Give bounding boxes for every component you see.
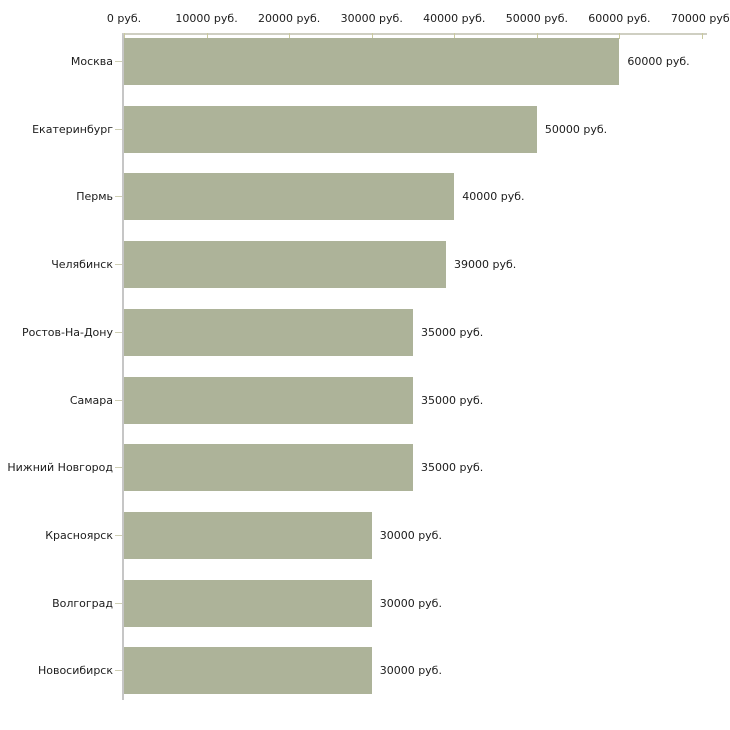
bar-row: Нижний Новгород 35000 руб. (7, 444, 707, 492)
category-label: Пермь (76, 190, 113, 204)
bar-row: Екатеринбург 50000 руб. (32, 105, 707, 153)
bar-row: Ростов-На-Дону 35000 руб. (22, 308, 707, 356)
y-axis-tick (115, 670, 122, 672)
category-label: Новосибирск (37, 664, 113, 678)
category-label: Волгоград (52, 596, 113, 610)
bar (124, 647, 372, 695)
bar (124, 511, 372, 559)
category-label: Челябинск (51, 258, 113, 272)
bar-row: Самара 35000 руб. (70, 376, 707, 424)
y-axis-tick (115, 264, 122, 266)
value-label: 30000 руб. (379, 664, 442, 678)
value-label: 39000 руб. (454, 258, 517, 272)
x-axis-tick-label: 70000 руб. (670, 12, 730, 25)
plot-area: 0 руб. 10000 руб. 20000 руб. 30000 руб. 4000… (7, 12, 730, 700)
category-label: Ростов-На-Дону (21, 325, 113, 339)
bar (124, 241, 447, 289)
bar (124, 38, 620, 85)
x-axis-tick (206, 33, 208, 39)
y-axis-tick (115, 602, 122, 604)
value-label: 35000 руб. (421, 461, 484, 475)
bar-row: Москва 60000 руб. (71, 38, 707, 85)
value-label: 50000 руб. (544, 122, 608, 136)
x-axis-tick-label: 10000 руб. (175, 12, 238, 25)
y-axis-tick (115, 61, 122, 62)
x-axis-tick-label: 20000 руб. (258, 12, 321, 25)
y-axis-tick (115, 196, 122, 198)
value-label: 30000 руб. (379, 596, 442, 610)
y-axis-tick (115, 128, 122, 130)
x-axis-tick-label: 0 руб. (106, 12, 142, 25)
bar (124, 376, 413, 424)
bar (124, 444, 413, 492)
x-axis-tick (702, 33, 703, 39)
bar-row: Челябинск 39000 руб. (51, 241, 707, 289)
bar (124, 105, 537, 153)
bar (124, 308, 413, 356)
y-axis-tick (115, 331, 122, 333)
bar-row: Новосибирск 30000 руб. (38, 647, 707, 695)
bar (124, 173, 455, 221)
y-axis-tick (115, 467, 122, 469)
bar (124, 579, 372, 627)
category-label: Нижний Новгород (7, 461, 113, 475)
value-label: 30000 руб. (379, 528, 442, 542)
y-axis-tick (115, 399, 122, 401)
category-label: Самара (69, 393, 113, 407)
y-axis-tick (115, 534, 122, 536)
x-axis-tick (619, 33, 621, 39)
bar-row: Пермь 40000 руб. (76, 173, 707, 221)
value-label: 40000 руб. (462, 190, 525, 204)
x-axis-tick-label: 60000 руб. (588, 12, 651, 25)
category-label: Екатеринбург (32, 122, 113, 136)
x-axis-tick (289, 33, 291, 39)
x-axis-tick-label: 50000 руб. (505, 12, 568, 25)
category-label: Красноярск (45, 528, 113, 542)
bar-row: Волгоград 30000 руб. (52, 579, 707, 627)
x-axis-tick-label: 40000 руб. (423, 12, 486, 25)
bar-row: Красноярск 30000 руб. (45, 511, 707, 559)
value-label: 35000 руб. (421, 393, 484, 407)
x-axis-tick (371, 33, 373, 39)
x-axis-tick (536, 33, 538, 39)
x-axis-tick (454, 33, 456, 39)
x-axis-tick (124, 33, 125, 39)
value-label: 35000 руб. (421, 325, 484, 339)
value-label: 60000 руб. (627, 55, 690, 68)
category-label: Москва (70, 55, 113, 68)
x-axis-tick-label: 30000 руб. (340, 12, 403, 25)
